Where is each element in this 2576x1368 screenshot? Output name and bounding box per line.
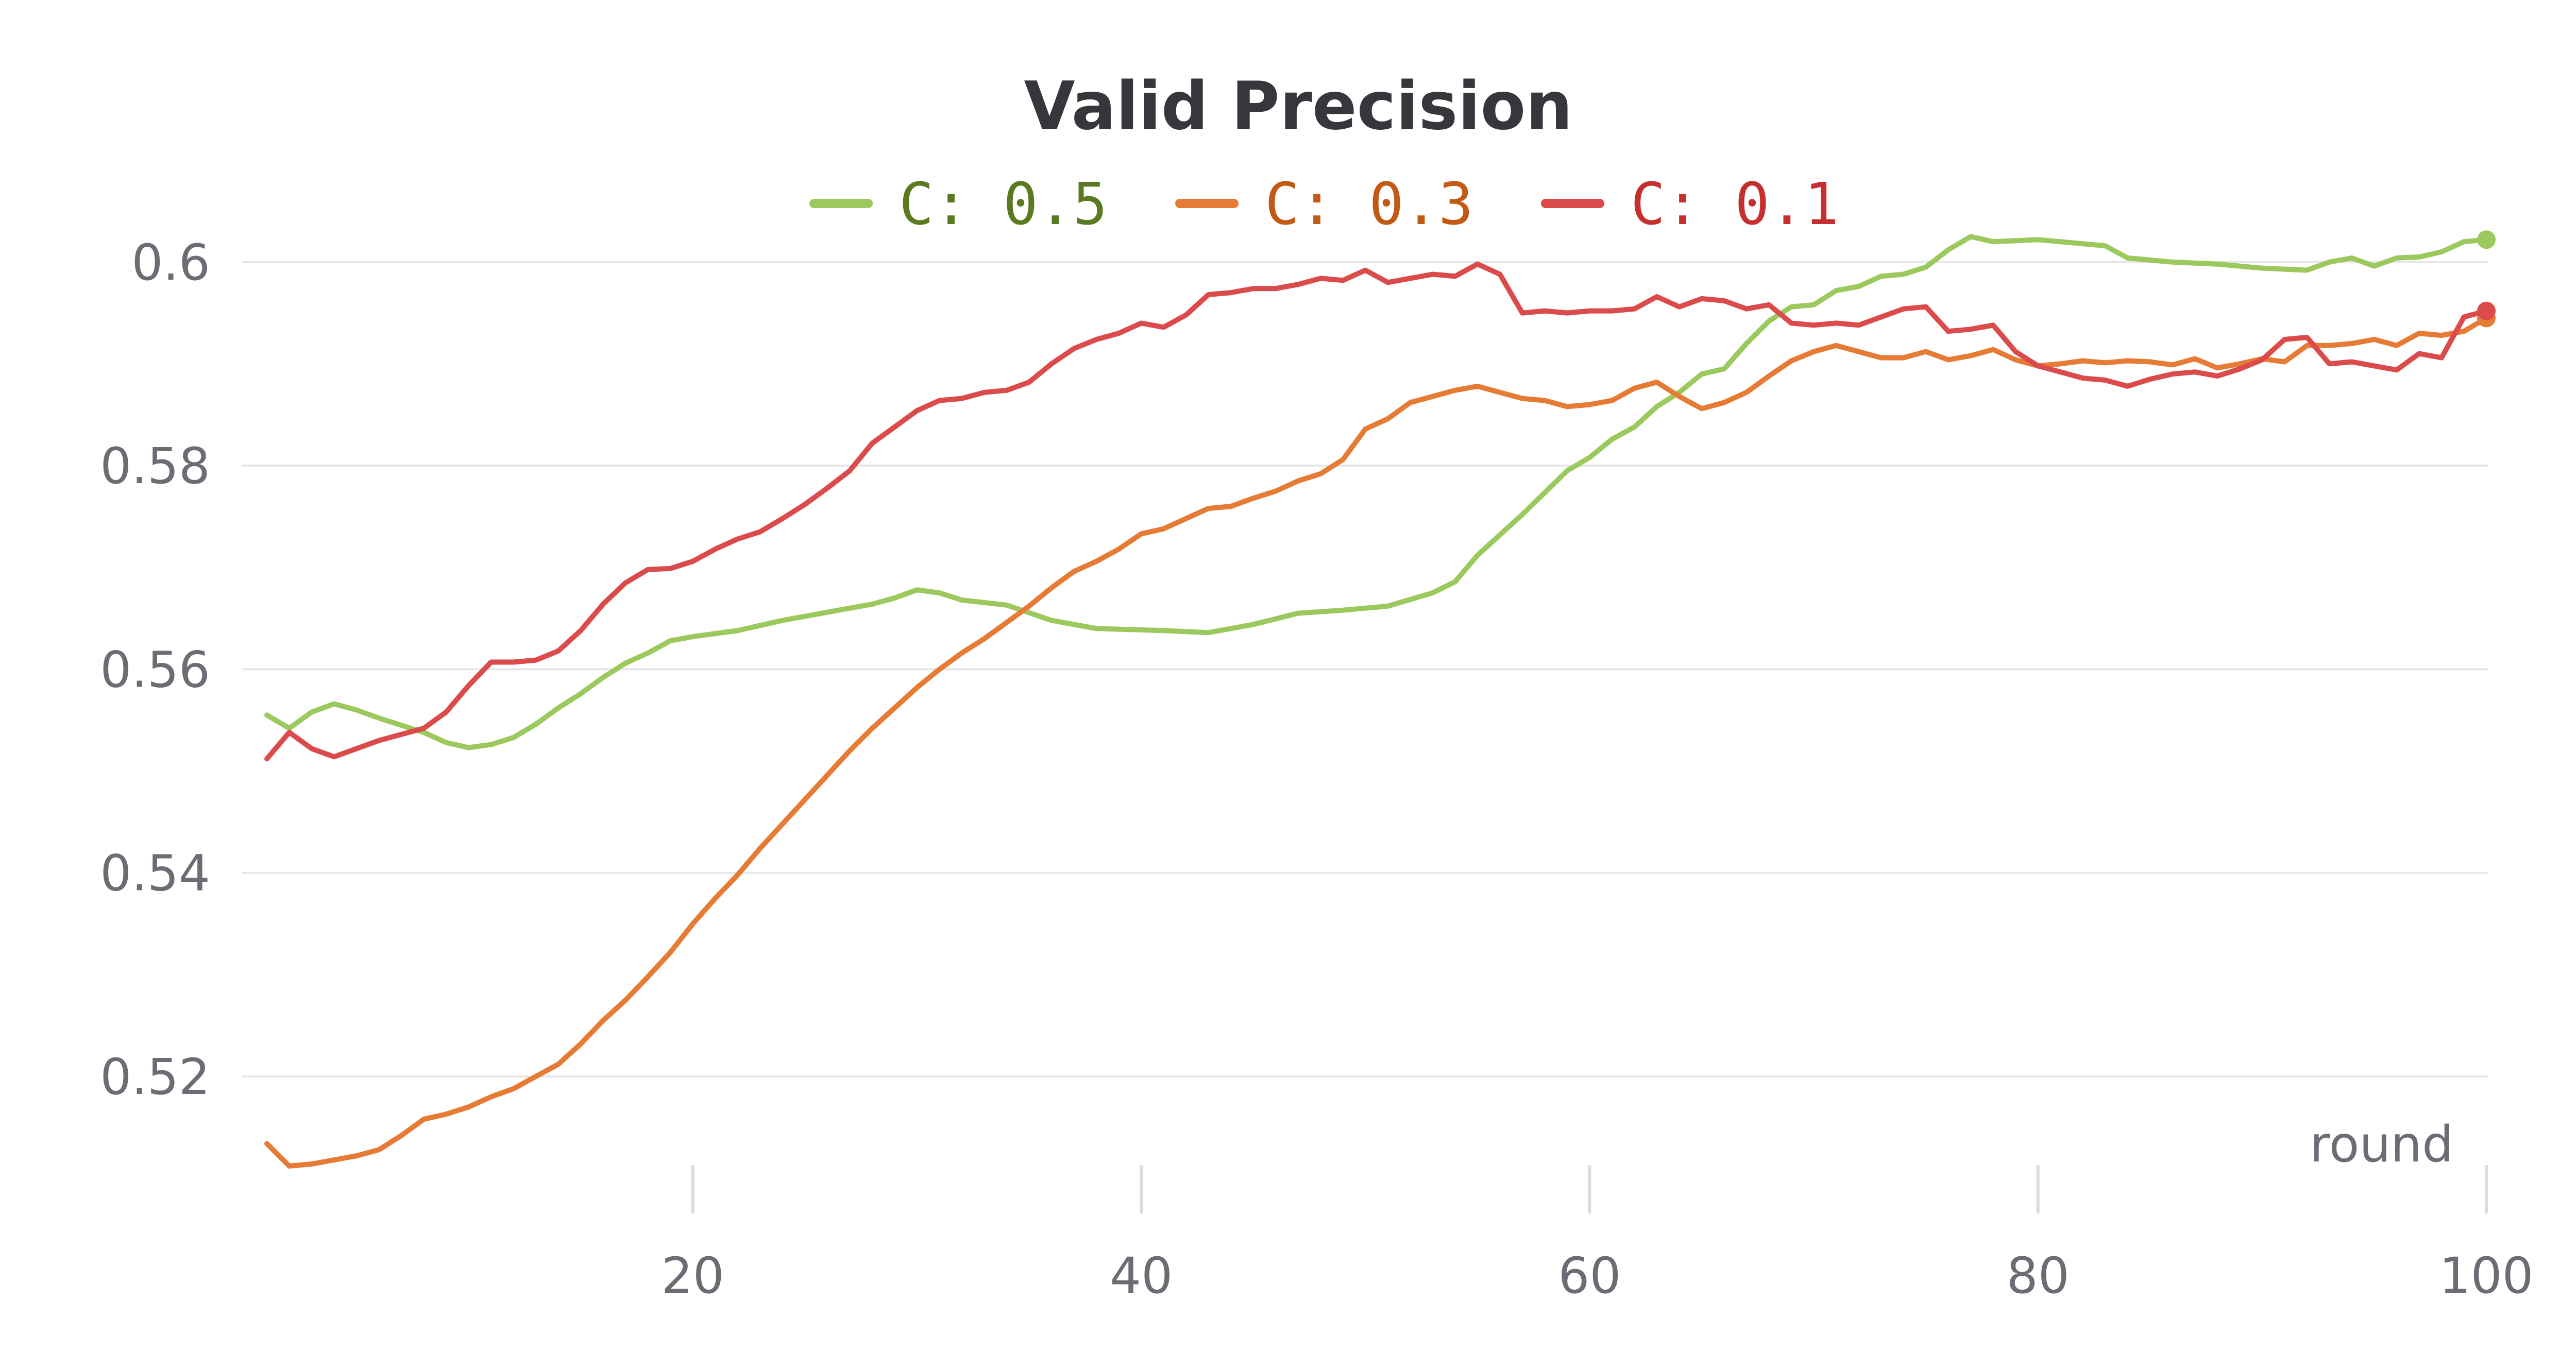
- x-tick-label: 60: [1558, 1247, 1621, 1305]
- x-axis-ticks: 20 40 60 80 100: [662, 1165, 2534, 1305]
- y-tick-label: 0.54: [100, 845, 210, 902]
- legend-label-2: C: 0.3: [1265, 171, 1473, 238]
- y-tick-label: 0.52: [100, 1048, 210, 1106]
- series-endpoint-3: [2477, 301, 2496, 320]
- x-axis-label: round: [2310, 1116, 2453, 1173]
- y-axis-ticks: 0.52 0.54 0.56 0.58 0.6: [100, 234, 210, 1106]
- legend-label-1: C: 0.5: [899, 171, 1108, 238]
- series-line-3: [264, 261, 2489, 762]
- series-line-2: [264, 315, 2489, 1169]
- series-line-1: [264, 234, 2489, 750]
- legend: C: 0.5 C: 0.3 C: 0.1: [809, 171, 1839, 238]
- x-tick-label: 40: [1110, 1247, 1173, 1305]
- y-gridlines: [242, 261, 2488, 1078]
- series-endpoint-1: [2477, 230, 2496, 249]
- x-tick-label: 100: [2439, 1247, 2533, 1305]
- y-tick-label: 0.58: [100, 437, 210, 495]
- x-tick-label: 20: [662, 1247, 724, 1305]
- y-tick-label: 0.6: [131, 234, 210, 292]
- legend-label-3: C: 0.1: [1631, 171, 1839, 238]
- x-tick-label: 80: [2007, 1247, 2070, 1305]
- series-lines: [264, 230, 2496, 1169]
- chart-title: Valid Precision: [1024, 68, 1573, 145]
- y-tick-label: 0.56: [100, 641, 210, 698]
